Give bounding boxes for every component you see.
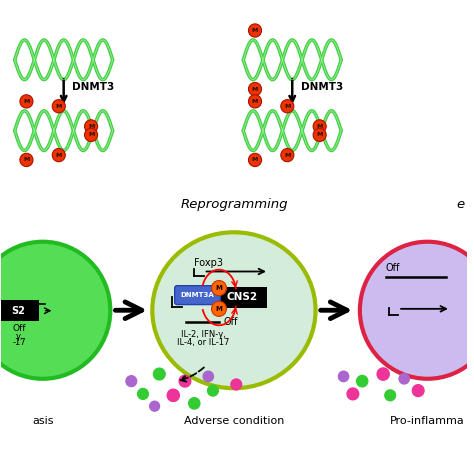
Text: M: M	[216, 306, 222, 312]
Text: M: M	[284, 104, 291, 109]
Circle shape	[248, 82, 262, 96]
Circle shape	[377, 368, 389, 380]
Text: Off: Off	[224, 317, 238, 327]
Text: M: M	[252, 99, 258, 104]
Circle shape	[52, 100, 65, 113]
Circle shape	[412, 385, 424, 397]
Circle shape	[179, 375, 191, 387]
Text: Off: Off	[13, 324, 26, 333]
Circle shape	[52, 148, 65, 162]
Text: IL-4, or IL-17: IL-4, or IL-17	[177, 337, 230, 346]
Ellipse shape	[360, 242, 474, 379]
Text: asis: asis	[32, 416, 54, 426]
Circle shape	[84, 128, 98, 142]
Text: M: M	[317, 132, 323, 137]
FancyBboxPatch shape	[218, 287, 267, 309]
Text: M: M	[216, 285, 222, 291]
Circle shape	[20, 153, 33, 166]
Circle shape	[126, 376, 137, 387]
Circle shape	[137, 389, 148, 399]
Text: M: M	[317, 124, 323, 129]
Text: M: M	[252, 87, 258, 91]
Circle shape	[211, 301, 227, 317]
Text: M: M	[23, 157, 30, 163]
Text: e: e	[456, 198, 465, 211]
Circle shape	[347, 388, 359, 400]
Circle shape	[150, 401, 160, 411]
Text: M: M	[55, 104, 62, 109]
Circle shape	[356, 375, 368, 387]
Ellipse shape	[152, 232, 316, 388]
Circle shape	[248, 153, 262, 166]
Text: Foxp3: Foxp3	[194, 258, 223, 268]
Circle shape	[231, 379, 242, 390]
Circle shape	[154, 368, 165, 380]
Text: IL-2, IFN-γ,: IL-2, IFN-γ,	[181, 330, 226, 339]
Circle shape	[248, 95, 262, 108]
Circle shape	[208, 385, 219, 396]
Text: CNS2: CNS2	[227, 292, 258, 302]
Text: M: M	[252, 157, 258, 163]
FancyBboxPatch shape	[0, 301, 39, 321]
Circle shape	[84, 120, 98, 133]
Circle shape	[313, 128, 326, 142]
Text: Off: Off	[385, 264, 400, 273]
Text: M: M	[88, 124, 94, 129]
Text: M: M	[284, 153, 291, 157]
Text: -17: -17	[12, 338, 26, 347]
Circle shape	[248, 24, 262, 37]
Circle shape	[281, 100, 294, 113]
Text: M: M	[23, 99, 30, 104]
Text: M: M	[88, 132, 94, 137]
Text: M: M	[252, 28, 258, 33]
Circle shape	[189, 398, 200, 409]
Text: S2: S2	[11, 306, 25, 316]
Text: γ,: γ,	[16, 331, 23, 340]
Circle shape	[338, 371, 349, 382]
Text: Adverse condition: Adverse condition	[184, 416, 284, 426]
Circle shape	[167, 389, 179, 401]
Text: DNMT3: DNMT3	[72, 82, 114, 92]
Circle shape	[313, 120, 326, 133]
Text: M: M	[55, 153, 62, 157]
Circle shape	[20, 95, 33, 108]
Circle shape	[385, 390, 396, 401]
Text: DNMT3A: DNMT3A	[181, 292, 214, 298]
Circle shape	[203, 371, 213, 382]
Ellipse shape	[0, 242, 110, 379]
FancyBboxPatch shape	[175, 286, 220, 305]
Circle shape	[399, 374, 410, 384]
Text: DNMT3: DNMT3	[301, 82, 343, 92]
Text: Reprogramming: Reprogramming	[180, 198, 288, 211]
Circle shape	[281, 148, 294, 162]
Text: Pro-inflamma: Pro-inflamma	[390, 416, 465, 426]
Circle shape	[211, 281, 227, 296]
